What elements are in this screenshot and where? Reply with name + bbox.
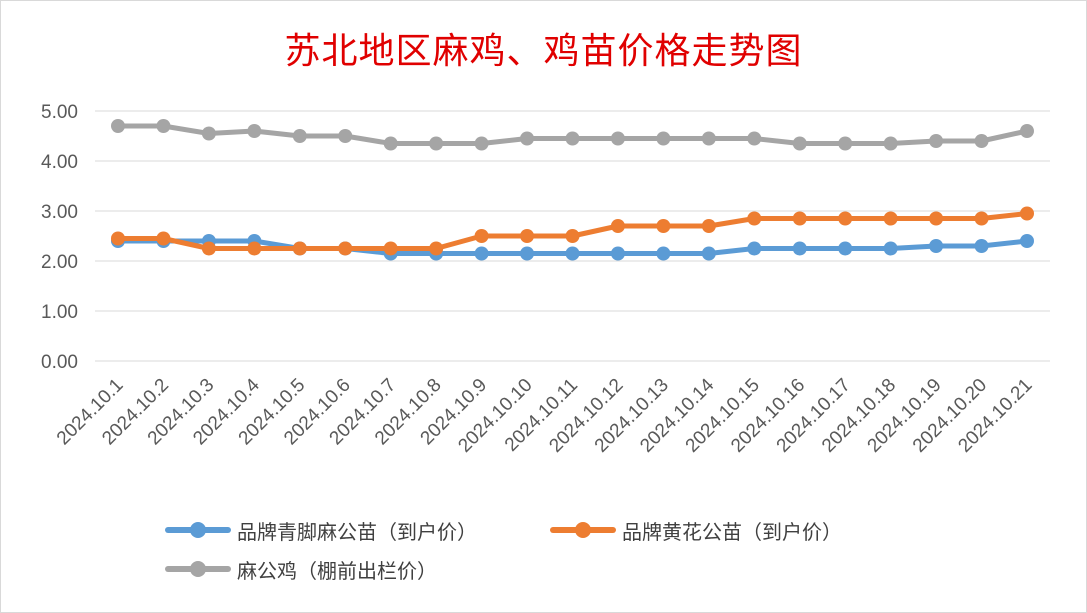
data-point xyxy=(701,246,716,261)
data-point xyxy=(656,219,671,233)
data-point xyxy=(792,241,807,256)
data-point xyxy=(610,131,625,146)
gridlines xyxy=(95,110,1050,362)
data-point xyxy=(747,211,762,226)
data-point xyxy=(156,231,171,246)
chart-title: 苏北地区麻鸡、鸡苗价格走势图 xyxy=(284,31,803,72)
legend-item-series-2: 品牌黄花公苗（到户价） xyxy=(550,515,842,545)
data-point xyxy=(883,136,898,151)
y-tick-label: 0.00 xyxy=(41,352,78,373)
data-point xyxy=(111,119,125,133)
data-point xyxy=(1020,206,1034,221)
data-point xyxy=(383,241,398,256)
legend-label-series-3: 麻公鸡（棚前出栏价） xyxy=(237,558,437,583)
x-axis-ticks: 2024.10.12024.10.22024.10.32024.10.42024… xyxy=(53,374,1037,456)
y-tick-label: 2.00 xyxy=(41,252,78,273)
data-point xyxy=(474,246,489,261)
data-point xyxy=(292,241,307,256)
data-point xyxy=(974,211,989,226)
data-point xyxy=(974,239,989,253)
data-point xyxy=(656,131,671,146)
data-point xyxy=(883,241,898,256)
series-group xyxy=(111,119,1034,261)
data-point xyxy=(247,124,262,138)
data-point xyxy=(610,219,625,233)
data-point xyxy=(610,246,625,261)
data-point xyxy=(474,136,489,151)
data-point xyxy=(1020,124,1034,138)
y-axis-ticks: 0.00 1.00 2.00 3.00 4.00 5.00 xyxy=(41,102,78,373)
data-point xyxy=(383,136,398,151)
data-point xyxy=(838,241,853,256)
data-point xyxy=(747,131,762,146)
data-point xyxy=(929,239,944,253)
data-point xyxy=(201,241,216,256)
legend-label-series-2: 品牌黄花公苗（到户价） xyxy=(622,519,842,544)
data-point xyxy=(565,131,580,146)
data-point xyxy=(338,129,353,143)
data-point xyxy=(792,136,807,151)
data-point xyxy=(656,246,671,261)
series-2 xyxy=(111,206,1034,256)
data-point xyxy=(974,134,989,148)
series-3 xyxy=(111,119,1034,151)
data-point xyxy=(429,136,444,151)
data-point xyxy=(520,229,535,243)
data-point xyxy=(111,231,125,246)
data-point xyxy=(929,134,944,148)
legend-swatch-series-1 xyxy=(165,515,231,545)
data-point xyxy=(929,211,944,226)
data-point xyxy=(474,229,489,243)
data-point xyxy=(883,211,898,226)
data-point xyxy=(838,136,853,151)
legend-item-series-3: 麻公鸡（棚前出栏价） xyxy=(165,554,437,584)
data-point xyxy=(1020,234,1034,248)
data-point xyxy=(838,211,853,226)
legend-item-series-1: 品牌青脚麻公苗（到户价） xyxy=(165,515,477,545)
data-point xyxy=(565,229,580,243)
data-point xyxy=(747,241,762,256)
y-tick-label: 1.00 xyxy=(41,302,78,323)
data-point xyxy=(338,241,353,256)
data-point xyxy=(701,219,716,233)
data-point xyxy=(292,129,307,143)
data-point xyxy=(156,119,171,133)
data-point xyxy=(520,131,535,146)
legend-swatch-series-2 xyxy=(550,515,616,545)
data-point xyxy=(792,211,807,226)
y-tick-label: 5.00 xyxy=(41,102,78,123)
data-point xyxy=(701,131,716,146)
data-point xyxy=(565,246,580,261)
data-point xyxy=(520,246,535,261)
y-tick-label: 4.00 xyxy=(41,152,78,173)
legend-swatch-series-3 xyxy=(165,554,231,584)
y-tick-label: 3.00 xyxy=(41,202,78,223)
data-point xyxy=(201,126,216,141)
data-point xyxy=(429,241,444,256)
legend-label-series-1: 品牌青脚麻公苗（到户价） xyxy=(237,519,477,544)
data-point xyxy=(247,241,262,256)
